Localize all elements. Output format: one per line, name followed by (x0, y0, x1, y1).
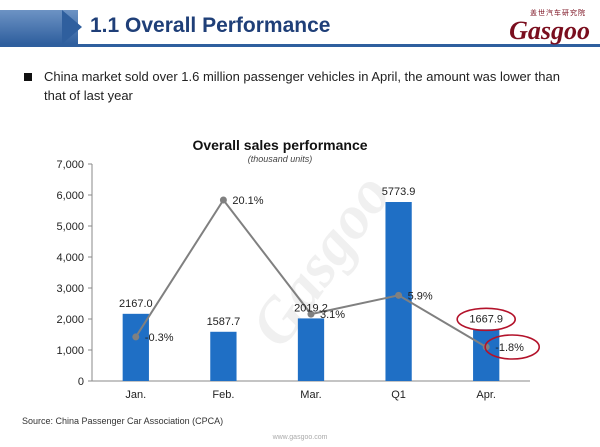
growth-point (132, 333, 140, 341)
bar-value-label: 2019.2 (294, 302, 328, 314)
y-tick-label: 1,000 (56, 345, 84, 357)
growth-point (395, 291, 403, 299)
chart-subtitle: (thousand units) (247, 154, 313, 164)
y-tick-label: 6,000 (56, 190, 84, 202)
highlight-circle-value (456, 307, 517, 332)
y-tick-label: 4,000 (56, 252, 84, 264)
bar-value-label: 1587.7 (207, 316, 241, 328)
growth-label: -1.8% (495, 342, 524, 354)
growth-label: 20.1% (232, 195, 263, 207)
page-title: 1.1 Overall Performance (90, 14, 331, 37)
x-tick-label: Feb. (212, 389, 234, 401)
x-tick-label: Jan. (125, 389, 146, 401)
bullet-square-icon (24, 73, 32, 81)
x-tick-label: Apr. (476, 389, 496, 401)
x-tick-label: Q1 (391, 389, 406, 401)
y-tick-label: 5,000 (56, 221, 84, 233)
sales-chart: 0 1,000 2,000 3,000 4,000 5,000 6,000 7,000 Jan.… (56, 159, 541, 401)
logo-chinese-text: 盖世汽车研究院 (530, 10, 586, 17)
bar-Q1 (385, 202, 412, 381)
chart-title: Overall sales performance (192, 137, 368, 153)
y-tick-label: 7,000 (56, 159, 84, 171)
growth-point (219, 196, 227, 204)
bar-Mar. (297, 318, 325, 381)
highlight-circle-growth (484, 334, 541, 360)
y-tick-label: 0 (78, 376, 84, 388)
growth-point (307, 310, 315, 318)
growth-label: 3.1% (320, 309, 345, 321)
growth-label: 5.9% (408, 290, 433, 302)
header-underline (0, 44, 600, 47)
growth-point (482, 343, 490, 351)
y-tick-label: 3,000 (56, 283, 84, 295)
bar-value-label: 2167.0 (119, 298, 153, 310)
summary-bullet: China market sold over 1.6 million passe… (44, 69, 560, 103)
logo-wordmark: Gasgoo (509, 16, 590, 45)
x-tick-label: Mar. (300, 389, 321, 401)
footer-url: www.gasgoo.com (272, 434, 328, 441)
header-arrow-icon (62, 10, 82, 44)
header-banner: 1.1 Overall Performance 盖世汽车研究院 Gasgoo (0, 0, 600, 52)
source-note: Source: China Passenger Car Association … (22, 416, 224, 426)
bar-value-label: 1667.9 (469, 313, 503, 325)
bar-value-label: 5773.9 (382, 186, 416, 198)
growth-label: -0.3% (145, 332, 174, 344)
y-tick-label: 2,000 (56, 314, 84, 326)
bar-Feb. (210, 331, 237, 381)
gasgoo-logo: 盖世汽车研究院 Gasgoo (498, 6, 594, 45)
